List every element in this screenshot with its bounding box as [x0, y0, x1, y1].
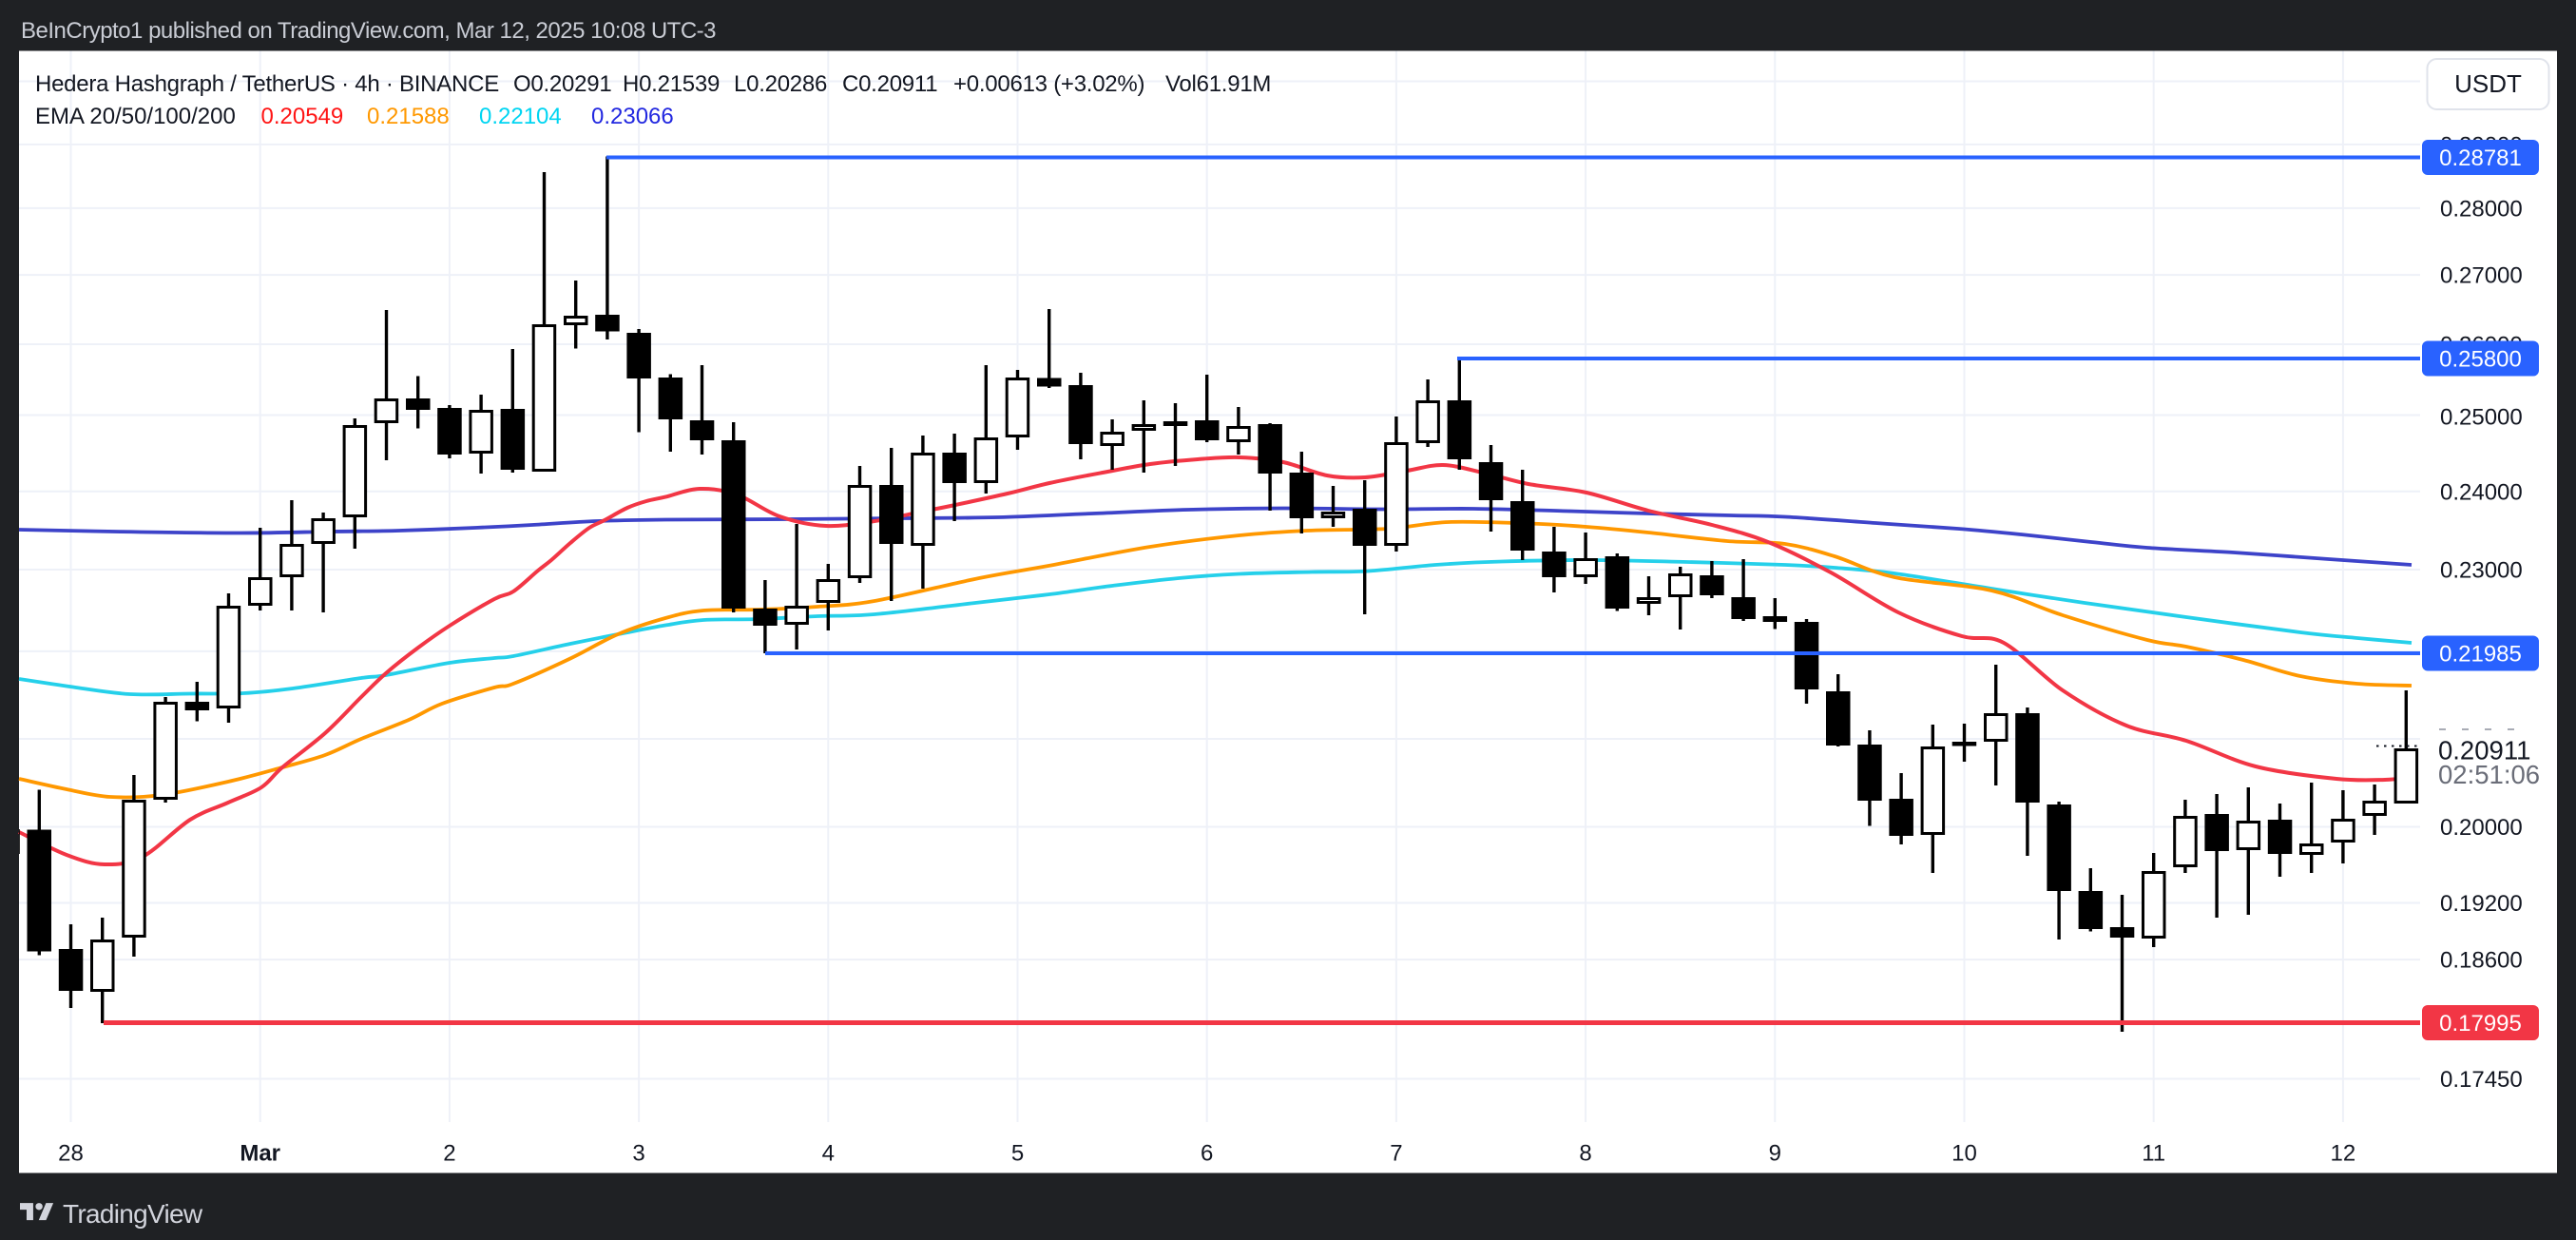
svg-text:28: 28: [58, 1141, 84, 1167]
svg-text:10: 10: [1951, 1141, 1977, 1167]
svg-text:0.23000: 0.23000: [2440, 558, 2523, 584]
svg-text:TradingView: TradingView: [63, 1199, 203, 1229]
svg-text:0.28000: 0.28000: [2440, 196, 2523, 222]
svg-text:0.27000: 0.27000: [2440, 263, 2523, 289]
svg-text:0.17450: 0.17450: [2440, 1067, 2523, 1093]
svg-text:6: 6: [1201, 1141, 1213, 1167]
svg-text:0.17995: 0.17995: [2439, 1011, 2522, 1037]
svg-text:Mar: Mar: [240, 1141, 280, 1167]
svg-text:02:51:06: 02:51:06: [2438, 760, 2540, 789]
svg-text:11: 11: [2142, 1141, 2165, 1167]
svg-text:7: 7: [1390, 1141, 1402, 1167]
svg-text:0.25800: 0.25800: [2439, 347, 2522, 373]
svg-text:0.18600: 0.18600: [2440, 948, 2523, 974]
svg-text:0.25000: 0.25000: [2440, 404, 2523, 430]
svg-text:0.21985: 0.21985: [2439, 642, 2522, 668]
svg-text:2: 2: [443, 1141, 455, 1167]
svg-text:0.19200: 0.19200: [2440, 891, 2523, 917]
svg-text:8: 8: [1579, 1141, 1591, 1167]
svg-text:0.24000: 0.24000: [2440, 479, 2523, 505]
svg-text:0.28781: 0.28781: [2439, 145, 2522, 171]
svg-text:3: 3: [632, 1141, 644, 1167]
svg-text:Hedera Hashgraph / TetherUS ·: Hedera Hashgraph / TetherUS · 4h · BINAN…: [35, 71, 1271, 97]
svg-text:9: 9: [1769, 1141, 1781, 1167]
svg-text:5: 5: [1011, 1141, 1024, 1167]
svg-text:BeInCrypto1 published on Tradi: BeInCrypto1 published on TradingView.com…: [21, 18, 716, 44]
svg-text:0.20911: 0.20911: [2438, 736, 2530, 765]
svg-text:4: 4: [822, 1141, 835, 1167]
svg-text:USDT: USDT: [2454, 69, 2522, 98]
svg-text:0.20000: 0.20000: [2440, 815, 2523, 841]
svg-text:12: 12: [2331, 1141, 2356, 1167]
